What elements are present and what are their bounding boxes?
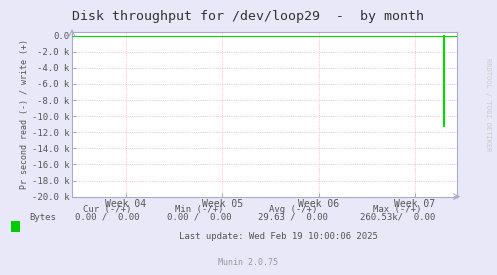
Text: Min (-/+): Min (-/+) [174, 205, 223, 214]
Text: 0.00 /  0.00: 0.00 / 0.00 [75, 213, 139, 222]
Text: 29.63 /  0.00: 29.63 / 0.00 [258, 213, 328, 222]
Text: Max (-/+): Max (-/+) [373, 205, 422, 214]
Y-axis label: Pr second read (-) / write (+): Pr second read (-) / write (+) [20, 39, 29, 189]
Text: 260.53k/  0.00: 260.53k/ 0.00 [360, 213, 435, 222]
Text: Last update: Wed Feb 19 10:00:06 2025: Last update: Wed Feb 19 10:00:06 2025 [179, 232, 378, 241]
Text: Cur (-/+): Cur (-/+) [83, 205, 131, 214]
Text: RRDTOOL / TOBI OETIKER: RRDTOOL / TOBI OETIKER [485, 58, 491, 151]
Text: Munin 2.0.75: Munin 2.0.75 [219, 258, 278, 267]
Text: 0.00 /  0.00: 0.00 / 0.00 [166, 213, 231, 222]
Text: Disk throughput for /dev/loop29  -  by month: Disk throughput for /dev/loop29 - by mon… [73, 10, 424, 23]
Text: Avg (-/+): Avg (-/+) [269, 205, 318, 214]
Text: Bytes: Bytes [29, 213, 56, 222]
